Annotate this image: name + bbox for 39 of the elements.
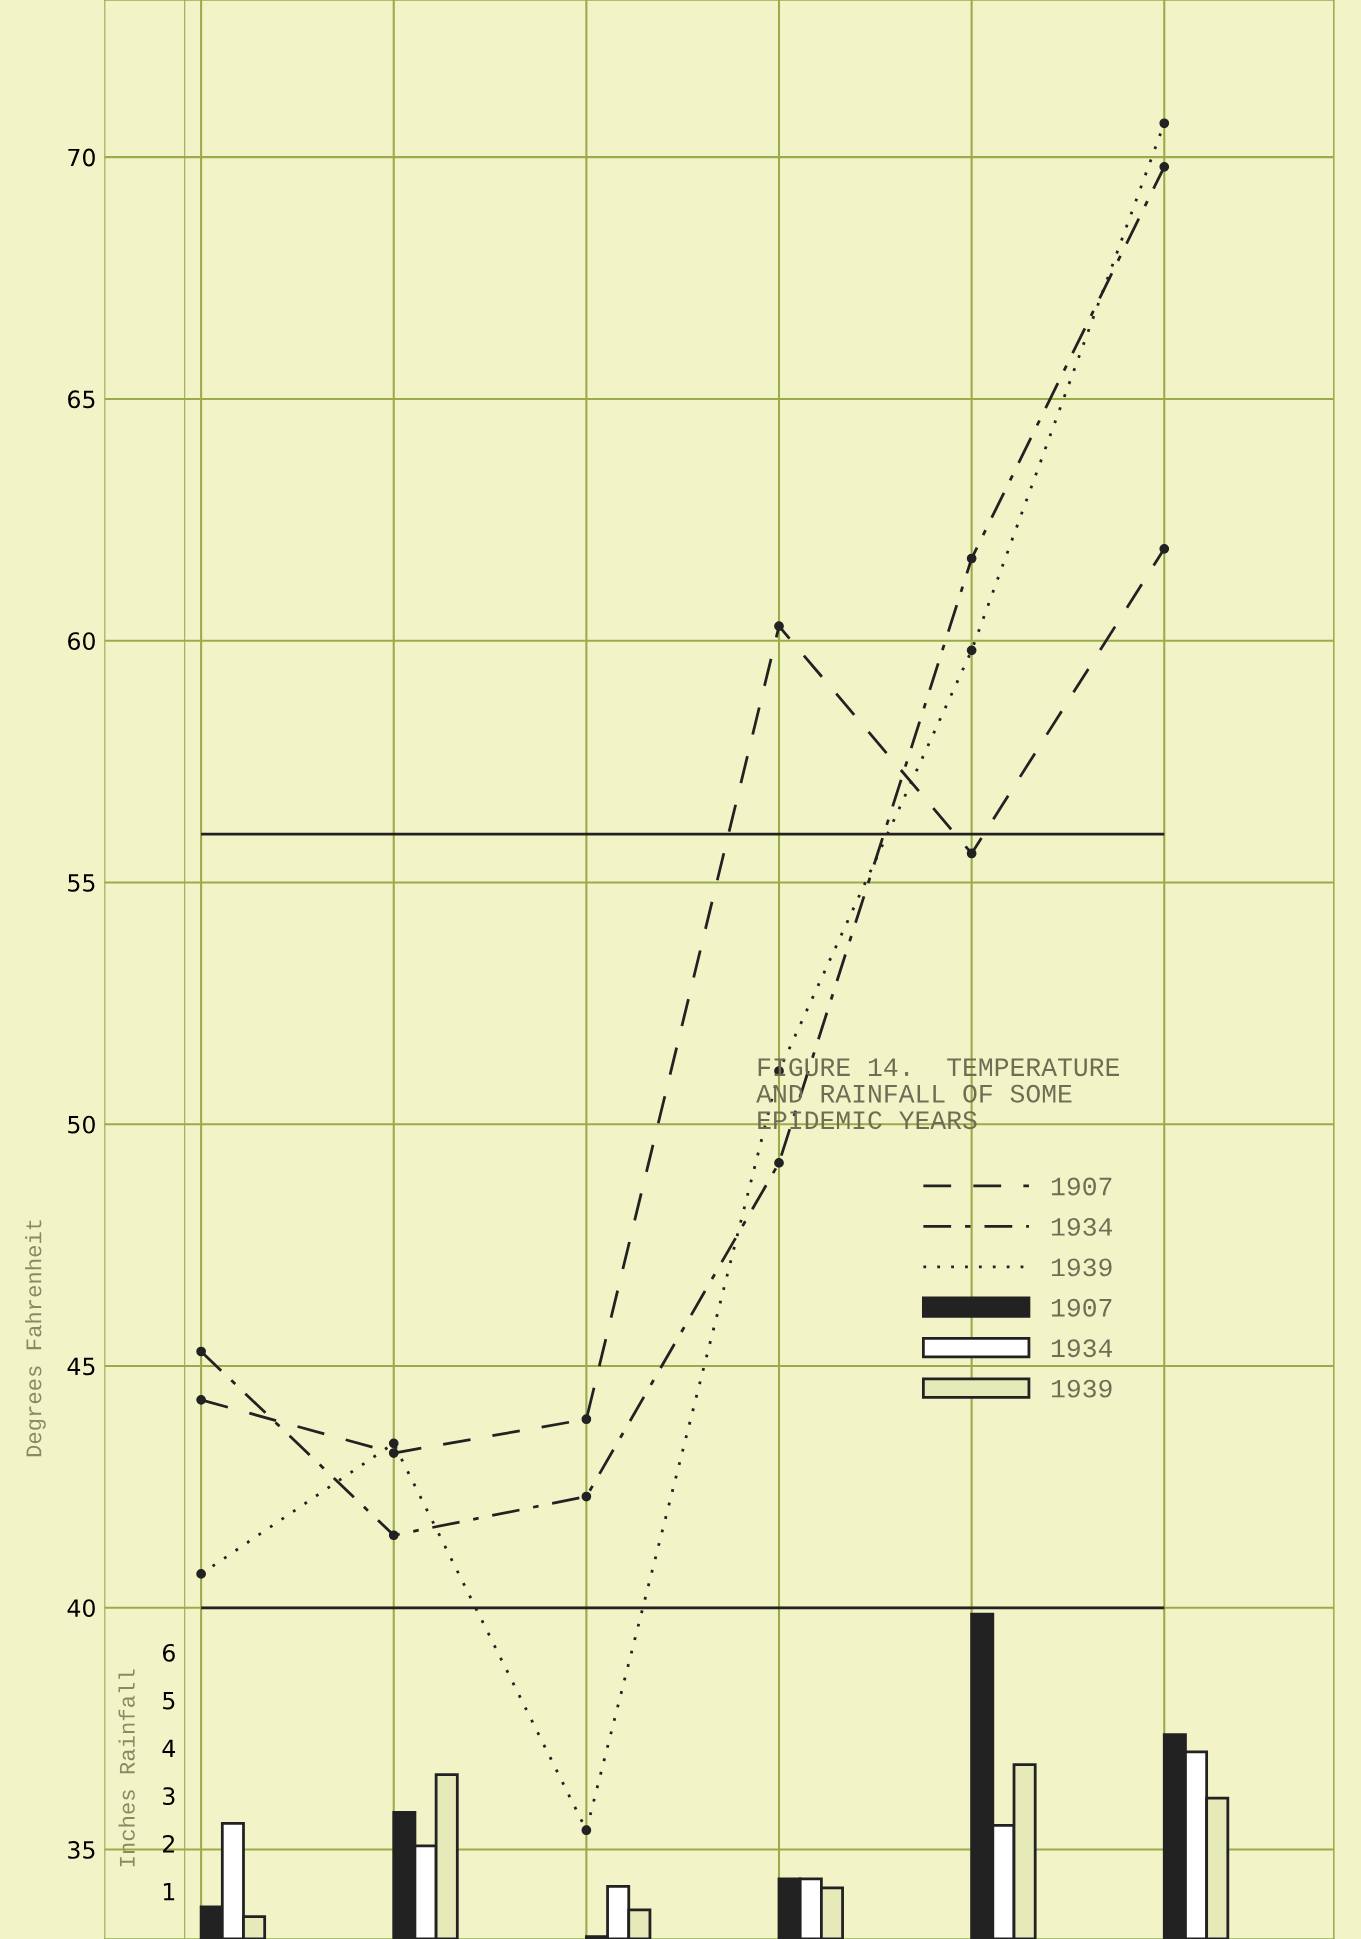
legend-label: 1934 xyxy=(1051,1339,1113,1358)
y2-tick-label: 2 xyxy=(163,1834,174,1853)
legend-label: 1934 xyxy=(1051,1217,1113,1236)
y-tick-label: 45 xyxy=(67,1357,95,1376)
legend-label: 1907 xyxy=(1051,1177,1112,1196)
legend-label: 1907 xyxy=(1051,1298,1112,1317)
legend-label: 1939 xyxy=(1051,1258,1112,1277)
y2-tick-label: 5 xyxy=(163,1691,175,1710)
point xyxy=(774,1158,784,1168)
y-tick-label: 40 xyxy=(67,1599,95,1618)
legend-label: 1939 xyxy=(1051,1379,1112,1398)
y2-axis-title: Inches Rainfall xyxy=(118,1669,135,1867)
point xyxy=(581,1414,592,1425)
y-tick-label: 35 xyxy=(68,1840,95,1859)
point xyxy=(966,848,977,859)
y-axis-title: Degrees Fahrenheit xyxy=(25,1220,46,1457)
point xyxy=(388,1438,399,1449)
point xyxy=(774,621,784,632)
point xyxy=(196,1394,206,1405)
y-tick-label: 55 xyxy=(68,874,95,892)
point xyxy=(1159,543,1170,554)
point xyxy=(966,553,977,564)
y2-tick-label: 4 xyxy=(162,1739,176,1757)
y-tick-label: 70 xyxy=(68,148,95,167)
y2-tick-label: 1 xyxy=(163,1883,175,1901)
point xyxy=(581,1491,592,1502)
point xyxy=(388,1448,399,1458)
y-tick-label: 60 xyxy=(68,632,95,650)
point xyxy=(388,1530,399,1541)
point xyxy=(966,645,977,656)
y-tick-label: 50 xyxy=(68,1115,95,1134)
y-tick-label: 65 xyxy=(68,390,95,409)
point xyxy=(581,1825,592,1836)
y2-tick-label: 3 xyxy=(163,1787,175,1806)
point xyxy=(196,1346,206,1357)
point xyxy=(1159,161,1170,172)
point xyxy=(196,1569,206,1579)
y2-tick-label: 6 xyxy=(162,1643,175,1662)
point xyxy=(1159,118,1170,129)
